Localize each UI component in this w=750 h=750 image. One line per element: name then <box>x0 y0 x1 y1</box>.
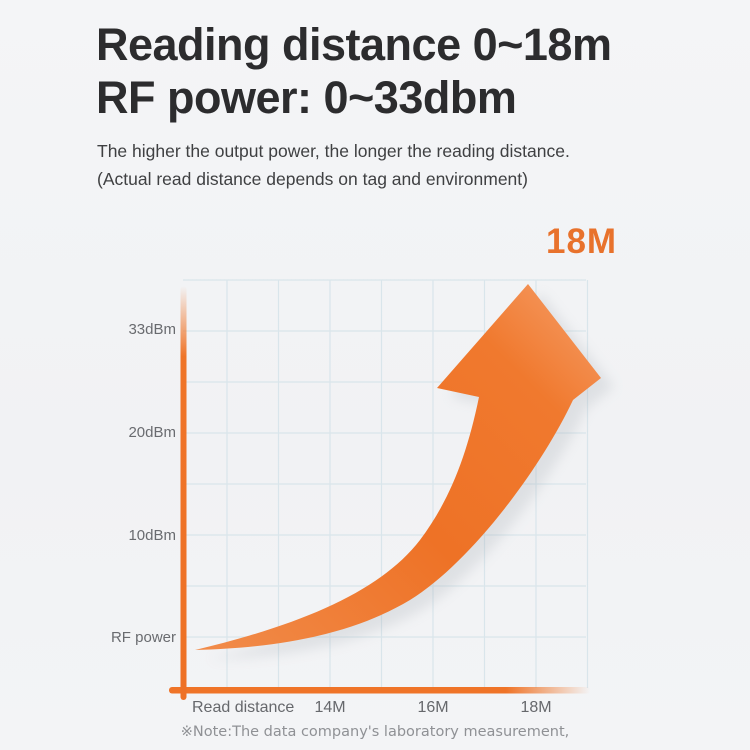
y-tick-33dbm: 33dBm <box>128 321 176 338</box>
subtitle-line-2: (Actual read distance depends on tag and… <box>97 169 528 189</box>
x-axis-line <box>169 687 590 694</box>
peak-distance-label: 18M <box>546 222 618 261</box>
y-tick-20dbm: 20dBm <box>128 424 176 441</box>
y-axis-line <box>180 286 187 700</box>
x-tick-18m: 18M <box>520 699 552 716</box>
note-text: ※Note:The data company's laboratory meas… <box>180 724 570 740</box>
page-title-line-1: Reading distance 0~18m <box>96 19 612 70</box>
x-tick-16m: 16M <box>417 699 449 716</box>
page-title-line-2: RF power: 0~33dbm <box>96 72 517 123</box>
header: Reading distance 0~18m RF power: 0~33dbm <box>96 18 716 124</box>
subtitle-line-1: The higher the output power, the longer … <box>97 141 570 161</box>
x-axis-title-read-distance: Read distance <box>192 699 295 716</box>
y-tick-10dbm: 10dBm <box>128 527 176 544</box>
y-axis-title-rf-power: RF power <box>110 629 176 646</box>
x-tick-14m: 14M <box>314 699 346 716</box>
subtitle: The higher the output power, the longer … <box>97 137 697 193</box>
growth-arrow <box>195 284 601 650</box>
